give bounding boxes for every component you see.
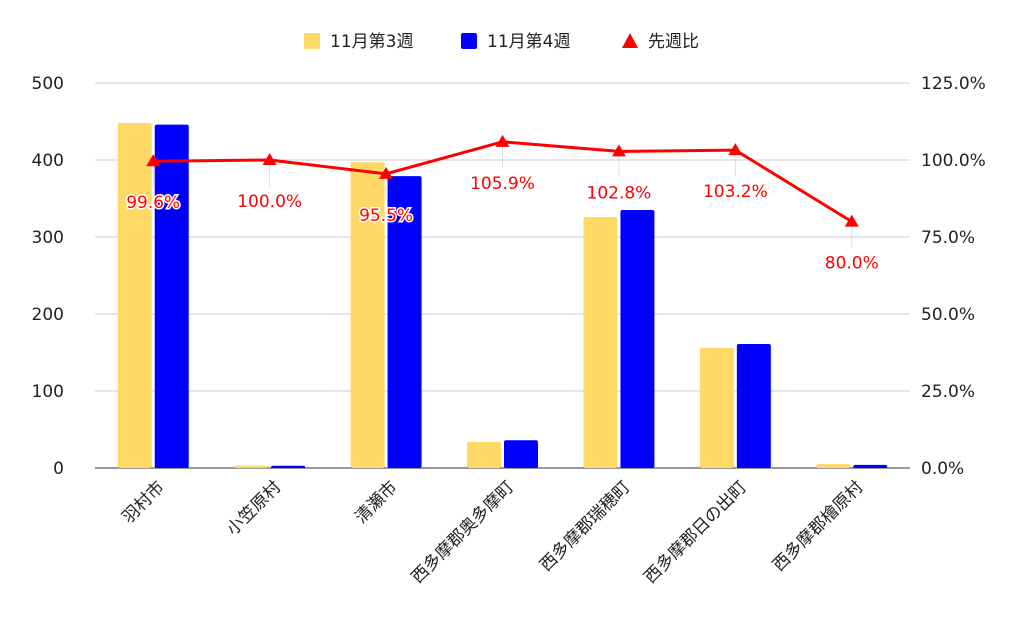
bar [350,162,385,468]
ratio-line-series [146,134,859,248]
bar [504,440,538,468]
triangle-marker [728,143,743,156]
y-right-tick-label: 25.0% [921,382,975,402]
x-tick-label: 羽村市 [119,477,169,527]
data-label: 103.2% [703,182,768,202]
triangle-marker [262,153,277,165]
x-tick-label: 西多摩郡日の出町 [641,477,751,587]
bar [271,465,306,468]
bar [117,123,152,468]
y-left-tick-label: 100 [32,382,64,402]
triangle-marker [495,134,510,147]
x-axis: 羽村市 小笠原村 清瀬市 西多摩郡奥多摩町 西多摩郡瑞穂町 西多摩郡日の出町 西多摩郡檜原村 [119,477,868,588]
x-tick-label: 西多摩郡瑞穂町 [536,477,634,575]
y-axis-right: 0.0% 25.0% 50.0% 75.0% 100.0% 125.0% [921,74,986,479]
bar [699,347,734,468]
bar [467,441,501,468]
y-right-tick-label: 75.0% [921,228,975,248]
data-labels: 99.6% 100.0% 95.5% 105.9% 102.8% 103.2% 80.0% [125,172,881,275]
bar [853,464,888,468]
y-left-tick-label: 400 [32,151,64,171]
data-label: 80.0% [825,254,879,274]
bar [620,210,655,469]
x-tick-label: 西多摩郡奥多摩町 [408,477,518,587]
x-tick-label: 小笠原村 [223,477,285,539]
legend-label: 11月第3週 [330,32,413,52]
data-label: 102.8% [587,183,652,203]
bar-series [117,123,888,469]
y-left-tick-label: 500 [32,74,64,94]
bar [154,124,189,468]
bar [234,465,269,468]
triangle-marker [844,214,859,227]
bar [583,216,618,468]
triangle-marker [611,144,626,157]
y-left-tick-label: 200 [32,305,64,325]
x-tick-label: 清瀬市 [351,477,401,527]
y-right-tick-label: 125.0% [921,74,986,94]
data-label: 100.0% [237,192,302,212]
legend: 11月第3週 11月第4週 先週比 [304,32,699,52]
legend-triangle-icon [622,33,638,48]
y-left-tick-label: 300 [32,228,64,248]
y-right-tick-label: 0.0% [921,459,964,479]
x-tick-label: 西多摩郡檜原村 [768,477,867,576]
legend-swatch [304,33,320,49]
bar [816,464,851,468]
y-right-tick-label: 50.0% [921,305,975,325]
bar [736,344,771,468]
y-left-tick-label: 0 [53,459,64,479]
bar [387,176,422,469]
triangle-marker [146,154,161,167]
triangle-marker [379,166,394,179]
data-label: 95.5% [359,206,413,226]
legend-swatch [461,33,477,49]
y-axis-left: 0 100 200 300 400 500 [32,74,64,479]
legend-label: 先週比 [648,32,699,52]
legend-label: 11月第4週 [487,32,570,52]
data-label: 105.9% [470,174,535,194]
y-right-tick-label: 100.0% [921,151,986,171]
data-label: 99.6% [126,193,180,213]
